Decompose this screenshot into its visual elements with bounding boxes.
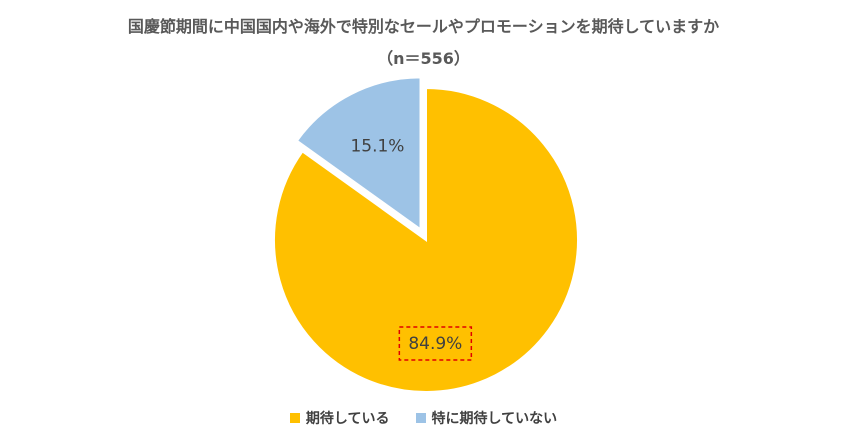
legend-swatch-not-expected: [415, 413, 426, 423]
legend-item-not-expected: 特に期待していない: [415, 408, 558, 428]
highlight-box: [398, 326, 473, 361]
legend: 期待している 特に期待していない: [0, 408, 847, 428]
chart-title: 国慶節期間に中国国内や海外で特別なセールやプロモーションを期待していますか: [127, 17, 720, 36]
chart-subtitle: （n＝556）: [377, 49, 470, 68]
data-label-expected: 84.9%: [408, 334, 462, 354]
pie-slice-not-expected: [295, 76, 422, 232]
data-label-not-expected: 15.1%: [350, 136, 404, 156]
legend-label-expected: 期待している: [305, 411, 390, 427]
legend-label-not-expected: 特に期待していない: [431, 411, 558, 427]
legend-swatch-expected: [289, 413, 300, 423]
pie-slice-expected: [273, 86, 579, 393]
legend-item-expected: 期待している: [289, 408, 390, 428]
